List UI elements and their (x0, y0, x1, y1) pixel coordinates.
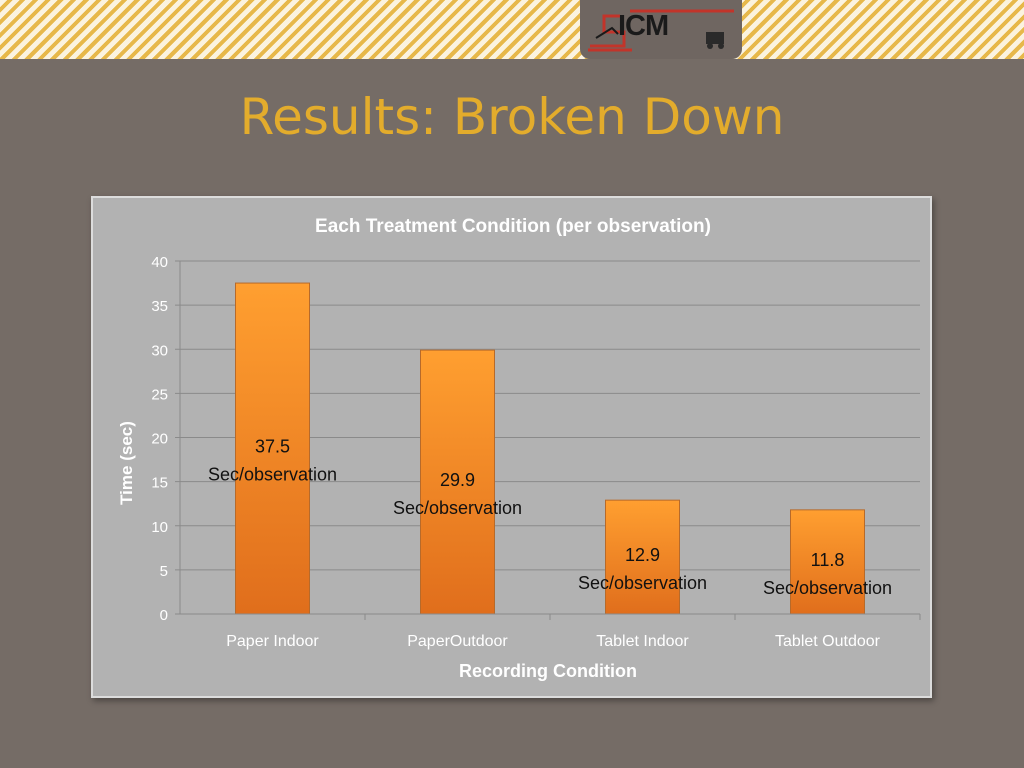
logo-graphic (588, 9, 734, 52)
data-label-value: 37.5 (255, 437, 290, 457)
data-labels: 37.5 Sec/observation 29.9 Sec/observation 12… (208, 437, 892, 598)
data-label-value: 29.9 (440, 470, 475, 490)
bars (235, 282, 865, 615)
slide-title: Results: Broken Down (239, 88, 785, 146)
x-tick-label: Tablet Outdoor (775, 633, 881, 650)
chart-panel: Each Treatment Condition (per observatio… (91, 196, 932, 698)
x-tick-label: PaperOutdoor (407, 633, 508, 650)
y-tick-label: 25 (151, 386, 168, 403)
y-tick-label: 15 (151, 475, 168, 492)
bar (420, 349, 495, 615)
x-tick-label: Paper Indoor (226, 633, 319, 650)
bar (235, 282, 310, 615)
x-axis-title: Recording Condition (459, 661, 637, 681)
x-tick-label: Tablet Indoor (596, 633, 689, 650)
y-tick-label: 30 (151, 342, 168, 359)
y-tick-label: 10 (151, 519, 168, 536)
data-label-unit: Sec/observation (578, 573, 707, 593)
logo-text: ICM (618, 10, 669, 42)
bar (790, 509, 865, 615)
y-tick-label: 40 (151, 254, 168, 271)
y-tick-label: 20 (151, 431, 168, 448)
header-stripe-band (0, 0, 1024, 59)
chart-title: Each Treatment Condition (per observatio… (315, 216, 711, 237)
bar (605, 499, 680, 615)
data-label-value: 11.8 (811, 550, 845, 570)
y-tick-label: 0 (160, 607, 168, 624)
data-label-unit: Sec/observation (208, 465, 337, 485)
y-tick-label: 35 (151, 298, 168, 315)
axes: 0 5 10 15 20 25 30 35 40 Paper Indoor PaperOutdoor… (151, 254, 921, 650)
bar-chart: Each Treatment Condition (per observatio… (117, 216, 921, 681)
data-label-unit: Sec/observation (393, 498, 522, 518)
data-label-value: 12.9 (625, 545, 660, 565)
y-tick-label: 5 (160, 563, 168, 580)
data-label-unit: Sec/observation (763, 578, 892, 598)
y-axis-title: Time (sec) (117, 421, 136, 505)
